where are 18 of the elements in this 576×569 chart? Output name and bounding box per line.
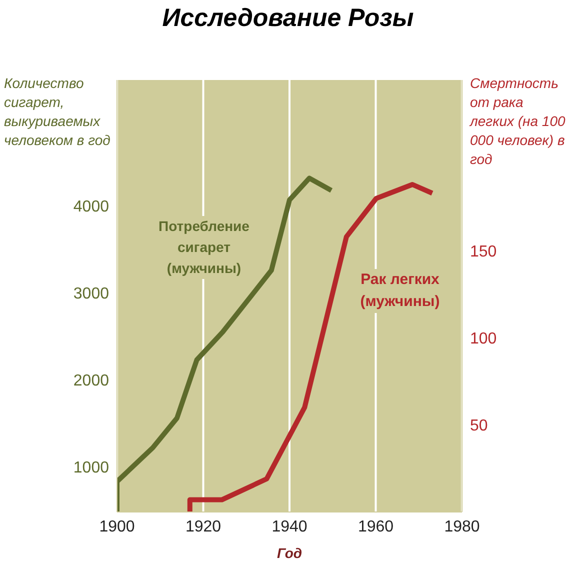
y-tick-label: 2000 bbox=[73, 372, 110, 390]
chart-title: Исследование Розы bbox=[161, 4, 415, 33]
x-tick-label: 1940 bbox=[272, 518, 308, 536]
x-axis-title: Год bbox=[276, 544, 304, 563]
y-tick-label: 4000 bbox=[73, 198, 110, 216]
x-tick-label: 1920 bbox=[185, 518, 222, 536]
y-axis-title: Количество сигарет, выкуриваемых человеком в год bbox=[4, 74, 112, 150]
y2-tick-label: 150 bbox=[470, 243, 497, 260]
x-tick-label: 1900 bbox=[99, 518, 135, 536]
y-tick-label: 3000 bbox=[73, 286, 110, 303]
x-tick-label: 1980 bbox=[444, 518, 480, 536]
x-tick-label: 1960 bbox=[358, 518, 394, 536]
y2-tick-label: 50 bbox=[470, 418, 488, 435]
series-label: Потребление сигарет (мужчины) bbox=[150, 216, 258, 279]
y2-tick-label: 100 bbox=[470, 330, 497, 348]
y2-axis-title: Смертность от рака легких (на 100 000 человек) в год bbox=[470, 74, 566, 169]
y-tick-label: 1000 bbox=[73, 459, 110, 476]
series-label: Рак легких (мужчины) bbox=[345, 269, 455, 313]
